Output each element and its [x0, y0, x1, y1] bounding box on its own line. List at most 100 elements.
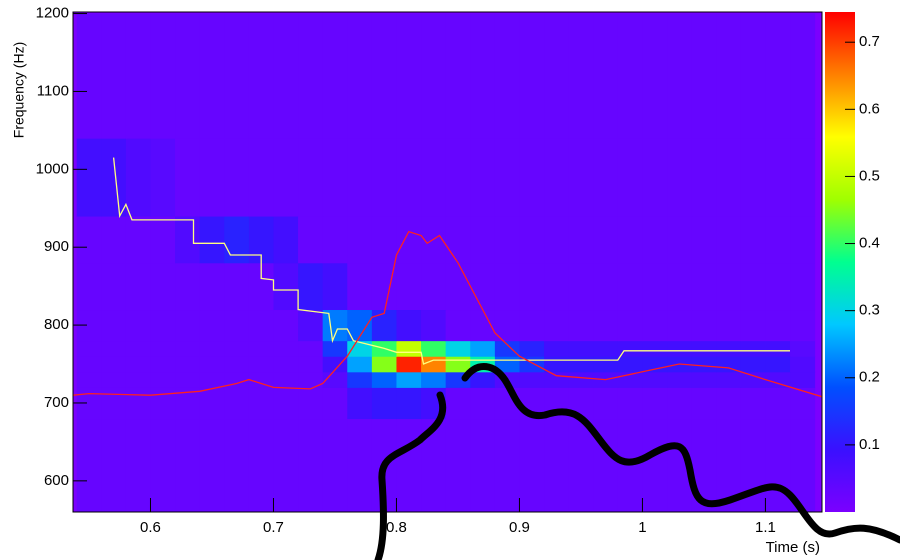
- heatmap-cell: [544, 356, 570, 373]
- heatmap-cell: [716, 340, 742, 357]
- heatmap-cell: [371, 309, 397, 342]
- heatmap-cell: [740, 340, 766, 357]
- heatmap-cell: [298, 138, 324, 217]
- x-tick-label: 1: [638, 519, 646, 536]
- heatmap-cell: [371, 371, 397, 388]
- heatmap-cell: [617, 340, 643, 357]
- heatmap-cell: [519, 371, 545, 388]
- heatmap-cell: [765, 371, 791, 388]
- heatmap-cell: [445, 216, 471, 264]
- heatmap-cell: [790, 262, 816, 311]
- x-tick-label: 0.7: [263, 519, 284, 536]
- heatmap-cell: [76, 13, 102, 139]
- heatmap-cell: [716, 13, 742, 139]
- heatmap-cell: [322, 418, 348, 512]
- heatmap-cell: [667, 309, 693, 342]
- heatmap-cell: [691, 356, 717, 373]
- heatmap-cell: [224, 371, 250, 388]
- heatmap-cell: [248, 371, 274, 388]
- heatmap-cell: [101, 418, 127, 512]
- heatmap-cell: [298, 309, 324, 342]
- heatmap-cell: [790, 371, 816, 388]
- colorbar-tick-label: 0.3: [859, 302, 880, 319]
- heatmap-cell: [322, 262, 348, 311]
- heatmap-cell: [642, 418, 668, 512]
- heatmap-cell: [740, 387, 766, 420]
- heatmap-cell: [445, 356, 471, 373]
- y-tick-label: 1100: [37, 82, 69, 99]
- heatmap-cell: [273, 216, 299, 264]
- heatmap-cell: [101, 262, 127, 311]
- heatmap-cell: [199, 309, 225, 342]
- heatmap-cell: [790, 309, 816, 342]
- heatmap-cell: [494, 418, 520, 512]
- heatmap-cell: [494, 138, 520, 217]
- y-tick-label: 1200: [36, 5, 69, 22]
- heatmap-cell: [298, 216, 324, 264]
- x-axis-label: Time (s): [766, 539, 820, 556]
- heatmap-cell: [347, 138, 373, 217]
- heatmap-cell: [125, 262, 151, 311]
- heatmap-cell: [347, 216, 373, 264]
- heatmap-cell: [470, 340, 496, 357]
- heatmap-cell: [101, 356, 127, 373]
- heatmap-cell: [322, 138, 348, 217]
- heatmap-cell: [765, 418, 791, 512]
- heatmap-cell: [470, 387, 496, 420]
- x-tick-label: 0.6: [140, 519, 161, 536]
- heatmap-cell: [150, 13, 176, 139]
- heatmap-cell: [568, 262, 594, 311]
- heatmap-cell: [716, 309, 742, 342]
- heatmap-cell: [740, 138, 766, 217]
- heatmap-cell: [568, 418, 594, 512]
- heatmap-cell: [224, 418, 250, 512]
- heatmap-cell: [544, 371, 570, 388]
- heatmap-cell: [568, 340, 594, 357]
- heatmap-cell: [371, 216, 397, 264]
- heatmap-cell: [740, 13, 766, 139]
- heatmap-cell: [298, 262, 324, 311]
- x-tick-label: 1.1: [755, 519, 776, 536]
- heatmap-cell: [199, 138, 225, 217]
- heatmap-cell: [396, 138, 422, 217]
- heatmap-cell: [150, 418, 176, 512]
- heatmap-cell: [199, 340, 225, 357]
- heatmap-cell: [568, 371, 594, 388]
- heatmap-cell: [716, 262, 742, 311]
- heatmap-cell: [716, 138, 742, 217]
- plot-frame: [72, 11, 823, 513]
- heatmap-cell: [740, 262, 766, 311]
- heatmap-cell: [790, 138, 816, 217]
- heatmap-cell: [150, 309, 176, 342]
- heatmap-cell: [445, 138, 471, 217]
- heatmap-cell: [224, 340, 250, 357]
- heatmap-cell: [593, 387, 619, 420]
- heatmap-cell: [371, 138, 397, 217]
- heatmap-cell: [421, 138, 447, 217]
- heatmap-cell: [617, 13, 643, 139]
- heatmap-cell: [150, 216, 176, 264]
- heatmap-cell: [175, 356, 201, 373]
- heatmap-cell: [125, 216, 151, 264]
- heatmap-cell: [765, 138, 791, 217]
- heatmap-cell: [716, 356, 742, 373]
- heatmap-cell: [544, 418, 570, 512]
- heatmap-cell: [519, 13, 545, 139]
- heatmap-cell: [568, 356, 594, 373]
- heatmap-cell: [224, 309, 250, 342]
- heatmap-cell: [667, 13, 693, 139]
- heatmap-cell: [101, 216, 127, 264]
- colorbar-tick-label: 0.7: [859, 33, 880, 50]
- heatmap-cell: [617, 356, 643, 373]
- heatmap-cell: [421, 309, 447, 342]
- heatmap-cell: [519, 340, 545, 357]
- heatmap-cell: [273, 387, 299, 420]
- heatmap-cell: [544, 262, 570, 311]
- heatmap-cell: [101, 138, 127, 217]
- heatmap-cell: [593, 340, 619, 357]
- heatmap-cell: [125, 371, 151, 388]
- heatmap-cell: [445, 13, 471, 139]
- heatmap-cell: [470, 13, 496, 139]
- heatmap-cell: [248, 138, 274, 217]
- heatmap-cell: [125, 418, 151, 512]
